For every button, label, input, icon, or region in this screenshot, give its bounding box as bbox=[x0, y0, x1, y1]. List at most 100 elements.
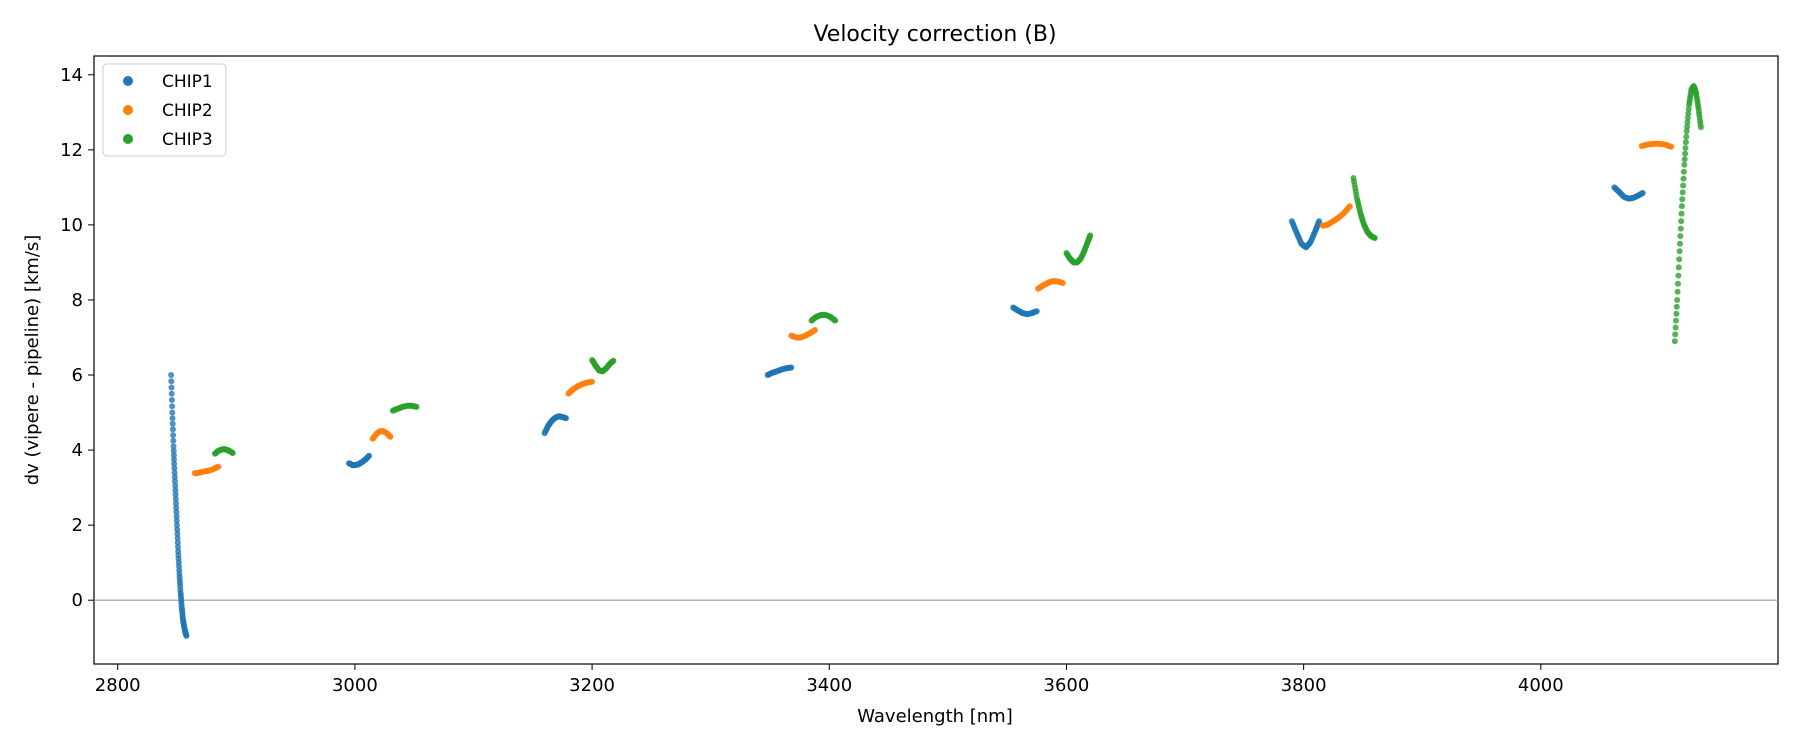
data-point-chip2 bbox=[1346, 203, 1353, 210]
data-point-chip3 bbox=[1683, 128, 1690, 135]
data-point-chip1 bbox=[1316, 218, 1323, 225]
data-point-chip1 bbox=[172, 495, 179, 502]
y-tick-label: 8 bbox=[72, 290, 83, 311]
data-point-chip2 bbox=[215, 463, 222, 470]
data-point-chip3 bbox=[1678, 218, 1685, 225]
legend-label-chip2: CHIP2 bbox=[162, 101, 213, 121]
data-point-chip2 bbox=[812, 327, 818, 333]
data-point-chip3 bbox=[1675, 264, 1682, 271]
data-point-chip1 bbox=[173, 517, 180, 524]
data-point-chip3 bbox=[1675, 272, 1682, 279]
data-point-chip1 bbox=[183, 632, 190, 639]
data-point-chip1 bbox=[172, 482, 179, 489]
data-point-chip3 bbox=[1675, 280, 1681, 287]
legend-label-chip3: CHIP3 bbox=[162, 130, 213, 150]
data-point-chip3 bbox=[1679, 189, 1686, 196]
y-tick-label: 2 bbox=[72, 515, 83, 536]
data-point-chip3 bbox=[1672, 324, 1679, 331]
x-axis-label: Wavelength [nm] bbox=[857, 706, 1013, 727]
data-point-chip3 bbox=[1684, 114, 1691, 121]
data-point-chip1 bbox=[174, 535, 181, 542]
x-tick-label: 3600 bbox=[1044, 675, 1090, 696]
data-point-chip3 bbox=[1679, 196, 1686, 203]
data-point-chip1 bbox=[171, 465, 178, 472]
y-axis: 0 2 4 6 8 10 12 14 bbox=[60, 65, 94, 611]
data-point-chip3 bbox=[1673, 303, 1680, 310]
data-point-chip3 bbox=[1674, 297, 1681, 303]
data-point-chip3 bbox=[1673, 310, 1680, 317]
data-point-chip2 bbox=[1668, 143, 1675, 150]
data-point-chip1 bbox=[168, 384, 175, 391]
data-point-chip3 bbox=[1087, 232, 1094, 239]
data-point-chip3 bbox=[1676, 248, 1683, 255]
data-point-chip3 bbox=[229, 450, 236, 457]
data-point-chip1 bbox=[170, 452, 177, 459]
data-point-chip3 bbox=[1697, 124, 1704, 131]
legend: CHIP1 CHIP2 CHIP3 bbox=[102, 63, 227, 157]
data-point-chip3 bbox=[1682, 150, 1689, 157]
data-point-chip1 bbox=[172, 491, 179, 498]
data-point-chip1 bbox=[171, 469, 178, 476]
data-point-chip1 bbox=[169, 426, 176, 433]
data-point-chip3 bbox=[1685, 106, 1692, 113]
data-point-chip3 bbox=[1677, 225, 1684, 232]
data-point-chip3 bbox=[1681, 161, 1688, 168]
data-point-chip1 bbox=[168, 397, 175, 403]
data-point-chip1 bbox=[172, 478, 178, 485]
data-point-chip1 bbox=[174, 526, 181, 533]
data-point-chip3 bbox=[1672, 331, 1679, 338]
data-point-chip3 bbox=[1371, 235, 1378, 241]
y-tick-label: 14 bbox=[60, 65, 83, 86]
y-tick-label: 0 bbox=[72, 590, 83, 611]
legend-box bbox=[102, 63, 227, 157]
y-tick-label: 10 bbox=[60, 215, 83, 236]
data-point-chip3 bbox=[413, 403, 420, 410]
data-point-chip1 bbox=[366, 452, 373, 459]
plot-area: 2800 3000 3200 3400 3600 3800 4000 0 2 4 6 8 10 12 14 bbox=[60, 55, 1779, 696]
data-point-chip3 bbox=[1678, 203, 1685, 210]
legend-marker-chip3 bbox=[123, 134, 133, 144]
x-tick-label: 3400 bbox=[806, 675, 852, 696]
data-point-chip1 bbox=[170, 432, 177, 439]
chart-title: Velocity correction (B) bbox=[813, 22, 1056, 47]
data-point-chip2 bbox=[1059, 280, 1066, 287]
data-point-chip1 bbox=[169, 415, 176, 422]
data-point-chip1 bbox=[175, 544, 181, 550]
data-point-chip3 bbox=[1681, 156, 1688, 163]
data-point-chip3 bbox=[1682, 139, 1689, 146]
data-point-chip3 bbox=[1684, 119, 1691, 126]
data-point-chip1 bbox=[173, 513, 180, 520]
data-point-chip1 bbox=[173, 504, 180, 511]
data-point-chip1 bbox=[172, 487, 179, 494]
data-point-chip3 bbox=[610, 357, 617, 364]
data-point-chip3 bbox=[1680, 175, 1687, 182]
x-tick-label: 3800 bbox=[1281, 675, 1327, 696]
data-point-chip1 bbox=[169, 420, 176, 427]
data-point-chip1 bbox=[1639, 190, 1646, 196]
data-point-chip3 bbox=[1674, 288, 1681, 295]
plot-frame bbox=[93, 55, 1779, 665]
y-axis-label: dv (vipere - pipeline) [km/s] bbox=[22, 235, 43, 486]
x-tick-label: 3200 bbox=[569, 675, 615, 696]
data-point-chip3 bbox=[1683, 133, 1690, 140]
data-point-chip1 bbox=[168, 390, 175, 397]
data-points bbox=[168, 83, 1704, 639]
data-point-chip1 bbox=[174, 530, 181, 537]
data-point-chip2 bbox=[387, 433, 394, 440]
x-tick-label: 4000 bbox=[1518, 675, 1564, 696]
data-point-chip3 bbox=[1673, 317, 1679, 324]
data-point-chip1 bbox=[168, 372, 175, 378]
y-tick-label: 4 bbox=[72, 440, 83, 461]
legend-marker-chip2 bbox=[123, 105, 133, 115]
data-point-chip1 bbox=[563, 415, 569, 422]
data-point-chip1 bbox=[788, 364, 795, 371]
data-point-chip3 bbox=[832, 317, 839, 324]
data-point-chip1 bbox=[174, 539, 181, 546]
y-tick-label: 12 bbox=[60, 140, 83, 161]
data-point-chip3 bbox=[1682, 145, 1689, 151]
data-point-chip1 bbox=[170, 437, 177, 444]
legend-marker-chip1 bbox=[123, 76, 133, 86]
x-axis: 2800 3000 3200 3400 3600 3800 4000 bbox=[95, 664, 1564, 696]
